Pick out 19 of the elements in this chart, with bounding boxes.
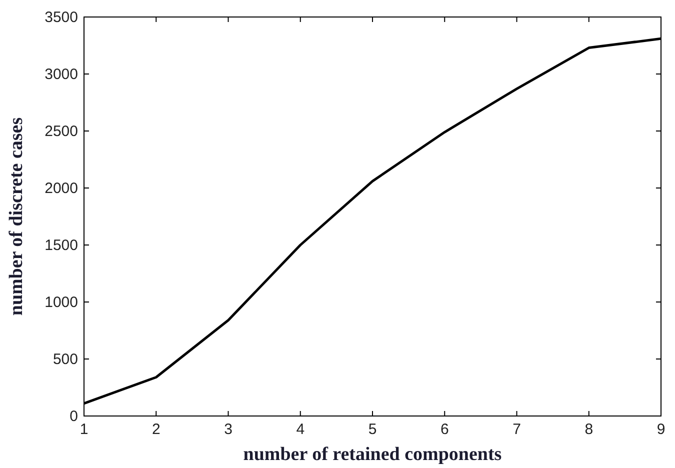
y-tick-label: 2000 — [44, 180, 78, 197]
x-tick-label: 9 — [656, 421, 666, 438]
x-tick-label: 8 — [584, 421, 594, 438]
y-tick-label: 1500 — [44, 237, 78, 254]
x-tick-label: 2 — [152, 421, 160, 438]
y-axis-title: number of discrete cases — [6, 117, 27, 316]
y-tick-label: 1000 — [44, 294, 78, 311]
x-tick-label: 3 — [224, 421, 232, 438]
y-tick-label: 3500 — [44, 9, 78, 26]
x-axis-title: number of retained components — [243, 444, 502, 465]
y-tick-label: 3000 — [44, 66, 78, 83]
y-tick-label: 500 — [52, 351, 78, 368]
y-tick-label: 2500 — [44, 123, 78, 140]
x-tick-label: 6 — [440, 421, 449, 438]
x-tick-label: 5 — [368, 421, 377, 438]
x-tick-label: 4 — [296, 421, 305, 438]
y-tick-label: 0 — [70, 408, 78, 425]
x-tick-label: 7 — [512, 421, 521, 438]
x-tick-label: 1 — [80, 421, 88, 438]
